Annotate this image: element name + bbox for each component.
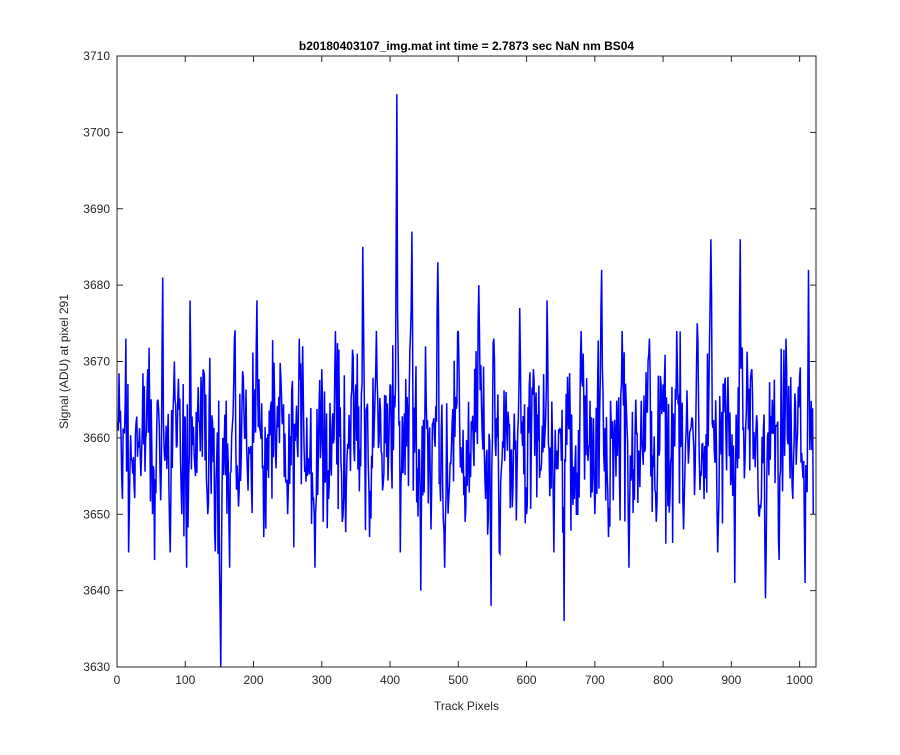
y-axis-label: Signal (ADU) at pixel 291 xyxy=(57,294,71,429)
y-tick-label: 3660 xyxy=(83,431,110,445)
series-line xyxy=(116,94,815,668)
x-axis-label: Track Pixels xyxy=(434,699,499,713)
y-tick-label: 3700 xyxy=(83,125,110,139)
chart-title: b20180403107_img.mat int time = 2.7873 s… xyxy=(299,39,635,53)
y-tick-label: 3680 xyxy=(83,278,110,292)
y-tick-label: 3630 xyxy=(83,660,110,674)
x-tick-label: 500 xyxy=(448,673,468,687)
y-tick-label: 3670 xyxy=(83,355,110,369)
x-tick-label: 200 xyxy=(244,673,264,687)
y-tick-label: 3710 xyxy=(83,49,110,63)
series-layer xyxy=(116,94,815,668)
x-tick-label: 0 xyxy=(114,673,121,687)
y-tick-label: 3650 xyxy=(83,507,110,521)
y-axis: 3630 3640 3650 3660 3670 3680 3690 3700 3710 xyxy=(83,49,816,674)
x-tick-label: 600 xyxy=(517,673,537,687)
y-tick-label: 3640 xyxy=(83,584,110,598)
x-axis: 0 100 200 300 400 500 600 700 800 900 1000 xyxy=(114,56,813,687)
x-tick-label: 700 xyxy=(585,673,605,687)
x-tick-label: 300 xyxy=(312,673,332,687)
x-tick-label: 800 xyxy=(653,673,673,687)
x-tick-label: 400 xyxy=(380,673,400,687)
x-tick-label: 900 xyxy=(721,673,741,687)
y-tick-label: 3690 xyxy=(83,202,110,216)
x-tick-label: 1000 xyxy=(786,673,813,687)
x-tick-label: 100 xyxy=(175,673,195,687)
